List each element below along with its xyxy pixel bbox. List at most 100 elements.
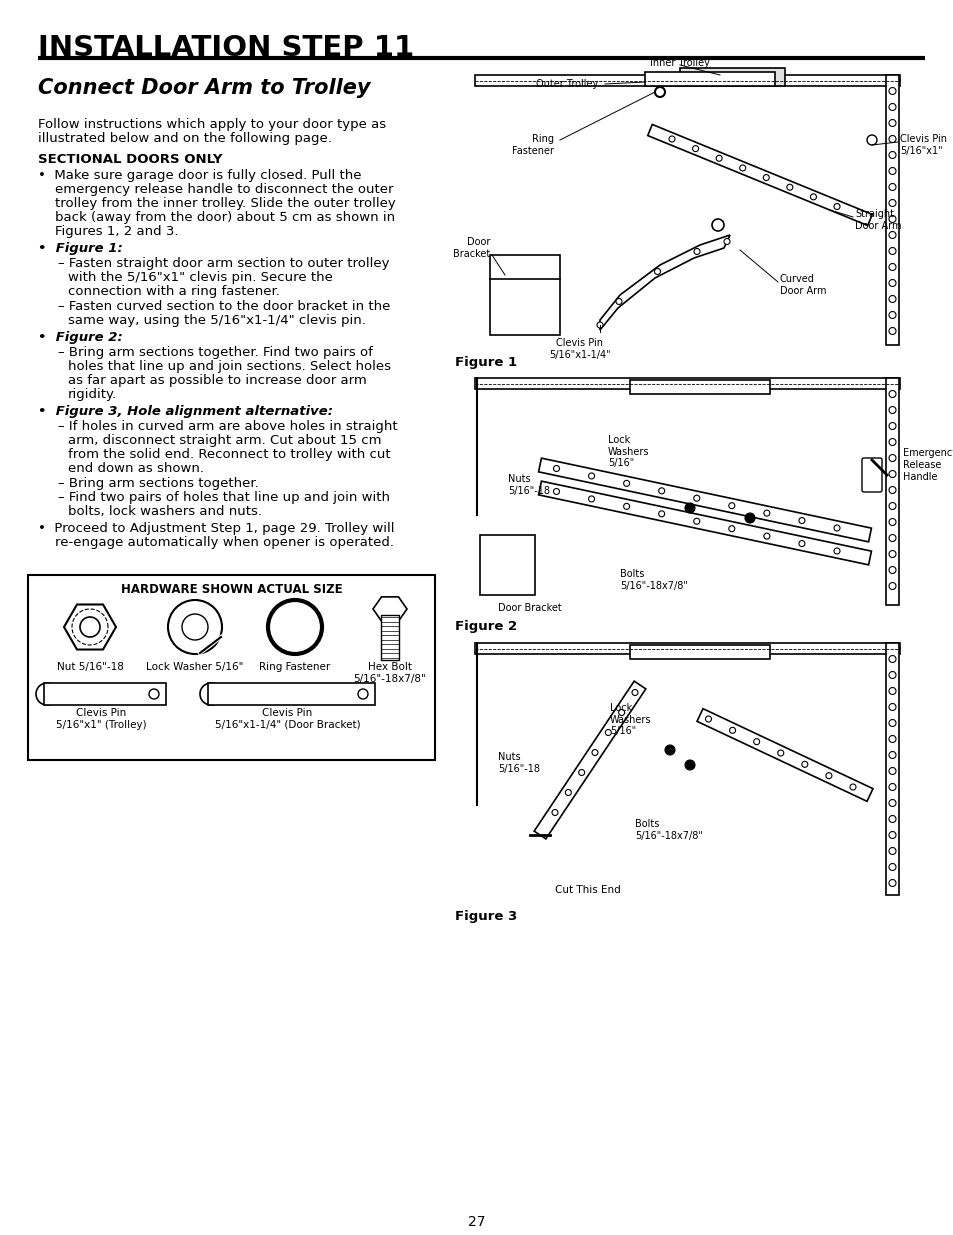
Circle shape <box>588 473 594 479</box>
Text: Inner Trolley: Inner Trolley <box>649 58 709 68</box>
Text: re-engage automatically when opener is operated.: re-engage automatically when opener is o… <box>55 536 394 550</box>
Circle shape <box>888 487 895 494</box>
Bar <box>380 615 398 659</box>
Text: – If holes in curved arm are above holes in straight: – If holes in curved arm are above holes… <box>58 420 397 433</box>
Bar <box>679 68 784 86</box>
Circle shape <box>693 248 700 254</box>
Circle shape <box>888 879 895 887</box>
Bar <box>475 75 899 86</box>
Text: HARDWARE SHOWN ACTUAL SIZE: HARDWARE SHOWN ACTUAL SIZE <box>121 583 342 597</box>
Circle shape <box>592 750 598 756</box>
Circle shape <box>705 716 711 722</box>
Circle shape <box>888 231 895 238</box>
Text: same way, using the 5/16"x1-1/4" clevis pin.: same way, using the 5/16"x1-1/4" clevis … <box>68 314 366 327</box>
Circle shape <box>888 672 895 678</box>
Text: connection with a ring fastener.: connection with a ring fastener. <box>68 285 279 298</box>
Circle shape <box>888 215 895 222</box>
Circle shape <box>597 322 602 329</box>
Circle shape <box>664 745 675 755</box>
Circle shape <box>655 86 664 98</box>
Bar <box>629 380 769 394</box>
Text: Lock
Washers
5/16": Lock Washers 5/16" <box>609 703 651 736</box>
Circle shape <box>618 709 624 715</box>
Circle shape <box>777 750 783 756</box>
Text: – Bring arm sections together.: – Bring arm sections together. <box>58 477 258 490</box>
Circle shape <box>888 752 895 758</box>
Circle shape <box>888 406 895 414</box>
Circle shape <box>888 263 895 270</box>
Text: rigidity.: rigidity. <box>68 388 117 401</box>
Bar <box>885 378 898 605</box>
Text: – Fasten straight door arm section to outer trolley: – Fasten straight door arm section to ou… <box>58 257 389 270</box>
Text: Nuts
5/16"-18: Nuts 5/16"-18 <box>497 752 539 774</box>
Circle shape <box>888 783 895 790</box>
Text: Emergency
Release
Handle: Emergency Release Handle <box>902 448 953 482</box>
Circle shape <box>744 513 754 522</box>
Circle shape <box>833 204 840 210</box>
Text: Cut This End: Cut This End <box>555 885 620 895</box>
Circle shape <box>658 511 664 516</box>
Text: Hex Bolt
5/16"-18x7/8": Hex Bolt 5/16"-18x7/8" <box>354 662 426 684</box>
Text: Figure 3: Figure 3 <box>455 910 517 923</box>
Circle shape <box>888 583 895 589</box>
Circle shape <box>723 238 729 245</box>
Bar <box>644 72 774 86</box>
Circle shape <box>825 773 831 778</box>
Circle shape <box>268 600 322 655</box>
Text: Figures 1, 2 and 3.: Figures 1, 2 and 3. <box>55 225 178 238</box>
Circle shape <box>888 471 895 478</box>
Circle shape <box>888 311 895 319</box>
Text: SECTIONAL DOORS ONLY: SECTIONAL DOORS ONLY <box>38 153 222 165</box>
Bar <box>885 643 898 895</box>
Circle shape <box>888 799 895 806</box>
Text: from the solid end. Reconnect to trolley with cut: from the solid end. Reconnect to trolley… <box>68 448 390 461</box>
Text: •  Make sure garage door is fully closed. Pull the: • Make sure garage door is fully closed.… <box>38 169 361 182</box>
Circle shape <box>762 174 768 180</box>
Circle shape <box>888 551 895 557</box>
Text: Bolts
5/16"-18x7/8": Bolts 5/16"-18x7/8" <box>635 819 702 841</box>
Text: Bolts
5/16"-18x7/8": Bolts 5/16"-18x7/8" <box>619 569 687 590</box>
Polygon shape <box>647 125 871 226</box>
Circle shape <box>888 184 895 190</box>
Circle shape <box>168 600 222 655</box>
Bar <box>629 645 769 659</box>
Circle shape <box>888 567 895 573</box>
Bar <box>44 683 166 705</box>
Circle shape <box>798 541 804 547</box>
Circle shape <box>149 689 159 699</box>
Circle shape <box>888 767 895 774</box>
Circle shape <box>833 525 840 531</box>
Circle shape <box>888 136 895 142</box>
Circle shape <box>888 168 895 174</box>
Circle shape <box>182 614 208 640</box>
Text: as far apart as possible to increase door arm: as far apart as possible to increase doo… <box>68 374 366 387</box>
Text: Lock Washer 5/16": Lock Washer 5/16" <box>146 662 243 672</box>
Circle shape <box>888 704 895 710</box>
Text: back (away from the door) about 5 cm as shown in: back (away from the door) about 5 cm as … <box>55 211 395 224</box>
Text: Follow instructions which apply to your door type as: Follow instructions which apply to your … <box>38 119 386 131</box>
Circle shape <box>623 504 629 509</box>
Circle shape <box>888 736 895 742</box>
Text: Clevis Pin
5/16"x1": Clevis Pin 5/16"x1" <box>899 135 946 156</box>
Polygon shape <box>64 604 116 650</box>
Text: illustrated below and on the following page.: illustrated below and on the following p… <box>38 132 332 144</box>
Circle shape <box>763 534 769 540</box>
Circle shape <box>888 688 895 694</box>
Circle shape <box>888 247 895 254</box>
Text: Connect Door Arm to Trolley: Connect Door Arm to Trolley <box>38 78 370 98</box>
Bar <box>490 254 559 335</box>
Circle shape <box>729 727 735 734</box>
Bar <box>885 75 898 345</box>
Circle shape <box>693 495 699 501</box>
Circle shape <box>588 496 594 501</box>
Circle shape <box>888 279 895 287</box>
Circle shape <box>623 480 629 487</box>
Circle shape <box>888 519 895 526</box>
Text: arm, disconnect straight arm. Cut about 15 cm: arm, disconnect straight arm. Cut about … <box>68 433 381 447</box>
Circle shape <box>888 863 895 871</box>
Circle shape <box>668 136 675 142</box>
Circle shape <box>711 219 723 231</box>
Text: Clevis Pin
5/16"x1" (Trolley): Clevis Pin 5/16"x1" (Trolley) <box>55 708 146 730</box>
Polygon shape <box>534 682 645 839</box>
Circle shape <box>888 438 895 446</box>
